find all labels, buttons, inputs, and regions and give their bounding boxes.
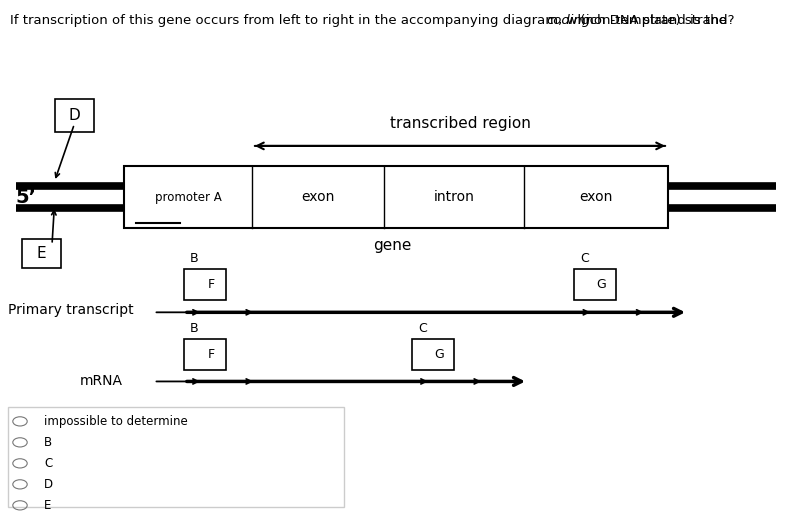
Text: Primary transcript: Primary transcript bbox=[8, 303, 134, 317]
Text: E: E bbox=[44, 499, 51, 512]
Text: coding: coding bbox=[546, 14, 591, 27]
Bar bbox=[8, 407, 344, 507]
Text: C: C bbox=[418, 322, 426, 335]
Text: G: G bbox=[434, 348, 444, 361]
Text: impossible to determine: impossible to determine bbox=[44, 415, 188, 428]
Text: E: E bbox=[37, 246, 46, 261]
Text: (non-template) strand?: (non-template) strand? bbox=[576, 14, 734, 27]
Bar bbox=[184, 339, 226, 370]
Text: gene: gene bbox=[373, 238, 411, 253]
Bar bbox=[22, 240, 61, 267]
Text: If transcription of this gene occurs from left to right in the accompanying diag: If transcription of this gene occurs fro… bbox=[10, 14, 731, 27]
Bar bbox=[184, 269, 226, 300]
Text: C: C bbox=[44, 457, 52, 470]
Text: D: D bbox=[69, 108, 80, 123]
Text: B: B bbox=[190, 252, 198, 265]
Text: C: C bbox=[581, 252, 589, 265]
Bar bbox=[574, 269, 616, 300]
Text: 5’: 5’ bbox=[15, 187, 36, 207]
Text: F: F bbox=[207, 278, 214, 291]
Text: G: G bbox=[597, 278, 606, 291]
Bar bbox=[55, 98, 94, 132]
Bar bbox=[412, 339, 454, 370]
Text: promoter A: promoter A bbox=[154, 190, 222, 204]
Text: exon: exon bbox=[302, 190, 334, 204]
Text: B: B bbox=[190, 322, 198, 335]
Text: mRNA: mRNA bbox=[80, 374, 123, 389]
Text: B: B bbox=[44, 436, 52, 449]
Text: D: D bbox=[44, 478, 53, 491]
Bar bbox=[124, 166, 668, 228]
Text: intron: intron bbox=[434, 190, 474, 204]
Text: transcribed region: transcribed region bbox=[390, 116, 530, 131]
Text: F: F bbox=[207, 348, 214, 361]
Text: exon: exon bbox=[579, 190, 613, 204]
